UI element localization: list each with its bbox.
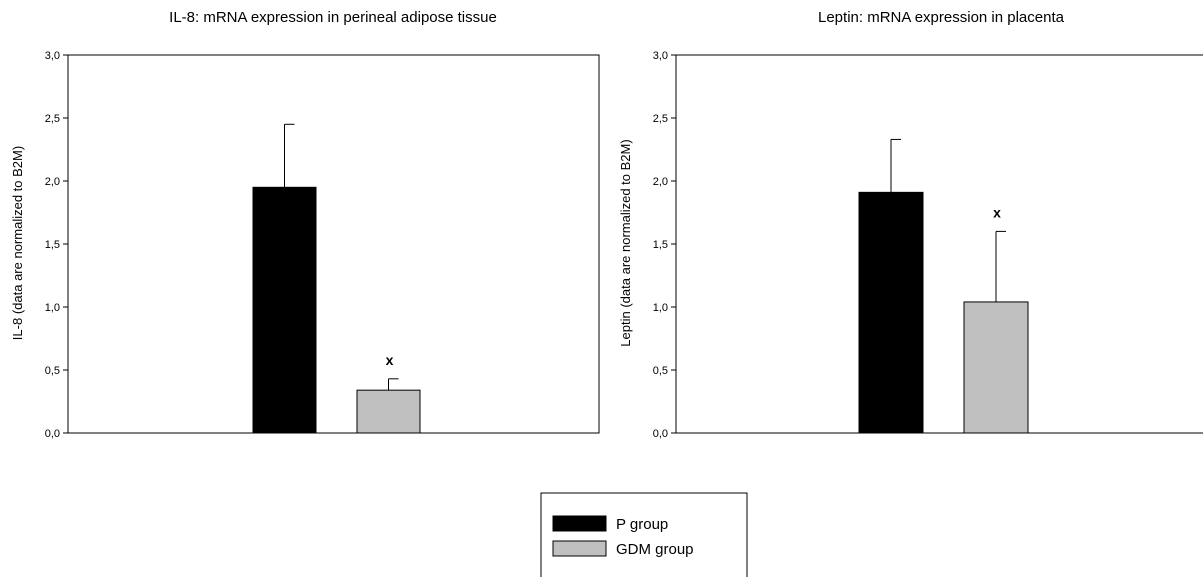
chart-title: IL-8: mRNA expression in perineal adipos… [169,9,497,26]
bar-p-group [252,186,317,434]
bar-gdm-group [356,389,421,434]
y-tick-label: 0,0 [653,428,668,440]
significance-marker: x [993,204,1001,220]
y-tick-label: 1,5 [653,239,668,251]
y-tick-label: 0,5 [653,365,668,377]
bar-gdm-group [963,301,1029,434]
legend-swatch-p-group [552,515,607,532]
legend: P group GDM group [540,492,748,577]
chart-title: Leptin: mRNA expression in placenta [818,9,1065,26]
y-tick-label: 1,0 [45,302,60,314]
y-axis-label: Leptin (data are normalized to B2M) [618,139,633,346]
y-tick-label: 3,0 [653,50,668,62]
legend-box [540,492,748,577]
y-tick-label: 1,5 [45,239,60,251]
bar-p-group [858,191,924,434]
y-tick-label: 2,5 [653,113,668,125]
y-tick-label: 0,5 [45,365,60,377]
plot-frame [675,54,1203,434]
chart-il8: IL-8: mRNA expression in perineal adipos… [10,9,600,440]
y-tick-label: 2,0 [653,176,668,188]
y-axis-label: IL-8 (data are normalized to B2M) [10,146,25,340]
chart-leptin: Leptin: mRNA expression in placenta Lept… [618,9,1203,440]
legend-label-gdm-group: GDM group [616,541,694,558]
y-tick-label: 0,0 [45,428,60,440]
plot-frame [67,54,600,434]
y-tick-label: 2,0 [45,176,60,188]
legend-swatch-gdm-group [552,540,607,557]
significance-marker: x [386,352,394,368]
y-tick-label: 3,0 [45,50,60,62]
legend-label-p-group: P group [616,516,668,533]
y-tick-label: 1,0 [653,302,668,314]
y-tick-label: 2,5 [45,113,60,125]
